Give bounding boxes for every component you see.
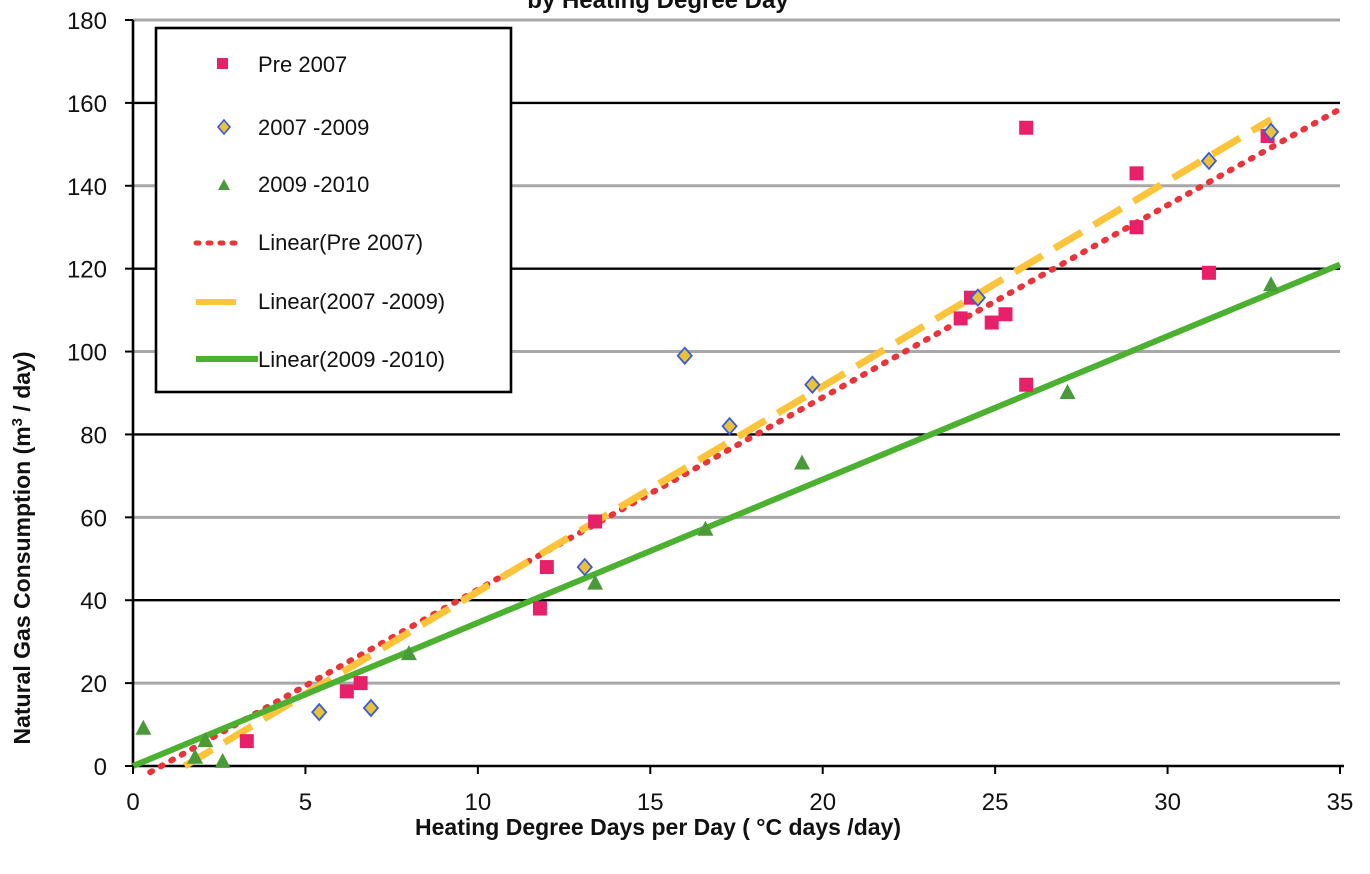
- y-axis-title-main: Natural Gas Consumption (m: [9, 426, 35, 744]
- trendline: [131, 261, 1342, 769]
- y-tick-label: 0: [94, 754, 107, 781]
- legend-item-linear-2007-2009: Linear(2007 -2009): [196, 289, 445, 314]
- data-point: [135, 719, 152, 735]
- legend: Pre 2007 2007 -2009 2009 -2010 Linear(Pr…: [154, 26, 513, 394]
- legend-item-pre-2007: Pre 2007: [217, 52, 347, 77]
- legend-item-2007-2009: 2007 -2009: [216, 115, 369, 140]
- data-point: [239, 734, 254, 749]
- data-point: [362, 698, 380, 718]
- x-tick-label: 10: [465, 789, 492, 816]
- data-point: [953, 311, 968, 326]
- data-point: [1129, 166, 1144, 181]
- tick-labels: 0 20 40 60 80 100 120 140 160 180 0 5 10 15 20 25 30 35: [67, 8, 1353, 816]
- data-point: [353, 676, 368, 691]
- y-axis-title-unit: / day): [9, 351, 35, 417]
- legend-swatch-square: [217, 58, 228, 69]
- y-axis-title: Natural Gas Consumption (m3 / day): [9, 351, 36, 744]
- legend-label: 2007 -2009: [258, 115, 369, 140]
- legend-label: Linear(2007 -2009): [258, 289, 445, 314]
- data-point: [721, 416, 738, 436]
- legend-label: Pre 2007: [258, 52, 347, 77]
- legend-swatch-triangle: [218, 179, 230, 190]
- data-point: [794, 454, 811, 470]
- y-tick-label: 60: [80, 505, 107, 532]
- trendline: [182, 116, 1273, 770]
- legend-item-linear-pre-2007: Linear(Pre 2007): [193, 230, 423, 255]
- data-point: [311, 702, 328, 722]
- y-tick-label: 120: [67, 257, 107, 284]
- y-tick-label: 80: [80, 422, 107, 449]
- data-point: [339, 684, 354, 699]
- y-tick-label: 140: [67, 174, 107, 201]
- axes: [131, 20, 1344, 768]
- chart-title: by Heating Degree Day: [527, 0, 789, 14]
- legend-box: [154, 26, 513, 394]
- x-tick-label: 0: [126, 789, 139, 816]
- data-point: [587, 574, 604, 590]
- data-point: [588, 514, 603, 529]
- data-point: [400, 645, 417, 661]
- y-tick-label: 100: [67, 340, 107, 367]
- data-point: [1201, 265, 1216, 280]
- y-tick-label: 160: [67, 91, 107, 118]
- data-points: [135, 120, 1280, 768]
- data-point: [1129, 220, 1144, 235]
- data-point: [969, 288, 987, 308]
- legend-item-2009-2010: 2009 -2010: [218, 172, 369, 197]
- legend-swatch-diamond: [216, 118, 232, 136]
- x-tick-label: 15: [637, 789, 664, 816]
- data-point: [804, 375, 821, 395]
- data-point: [1200, 151, 1218, 171]
- legend-label: Linear(2009 -2010): [258, 347, 445, 372]
- legend-item-linear-2009-2010: Linear(2009 -2010): [196, 347, 445, 372]
- x-tick-label: 5: [299, 789, 312, 816]
- x-tick-label: 30: [1154, 789, 1181, 816]
- legend-label: 2009 -2010: [258, 172, 369, 197]
- data-point: [676, 346, 693, 366]
- data-point: [984, 315, 999, 330]
- data-point: [1263, 276, 1280, 292]
- data-point: [532, 601, 547, 616]
- legend-label: Linear(Pre 2007): [258, 230, 423, 255]
- y-tick-label: 180: [67, 8, 107, 35]
- data-point: [214, 752, 231, 768]
- trendline: [147, 106, 1343, 776]
- x-axis-title: Heating Degree Days per Day ( °C days /d…: [415, 814, 901, 840]
- y-tick-label: 40: [80, 588, 107, 615]
- data-point: [187, 748, 204, 764]
- data-point: [998, 307, 1013, 322]
- data-point: [197, 732, 214, 748]
- data-point: [1262, 122, 1280, 142]
- trendlines: [131, 106, 1343, 776]
- data-point: [576, 557, 593, 577]
- y-tick-label: 20: [80, 671, 107, 698]
- x-tick-label: 25: [982, 789, 1009, 816]
- data-point: [1059, 384, 1076, 399]
- x-tick-label: 20: [809, 789, 836, 816]
- y-axis-title-superscript: 3: [9, 418, 26, 426]
- data-point: [539, 560, 554, 575]
- data-point: [1019, 120, 1034, 135]
- x-tick-label: 35: [1327, 789, 1354, 816]
- data-point: [1019, 377, 1034, 392]
- data-point: [697, 520, 714, 536]
